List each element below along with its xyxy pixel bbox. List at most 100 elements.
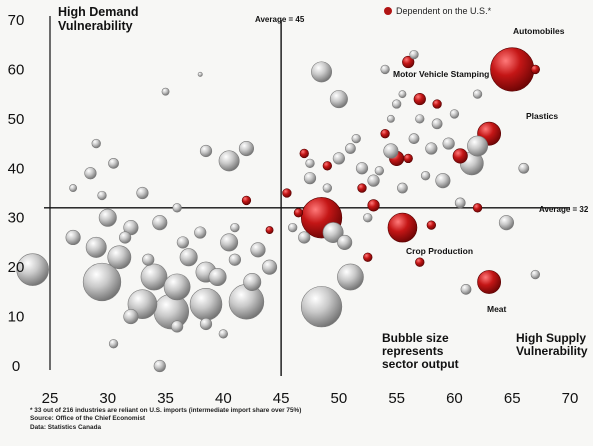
bubble <box>16 253 49 286</box>
footnote-industries: * 33 out of 216 industries are reliant o… <box>30 407 302 414</box>
bubble-dependent <box>530 64 540 75</box>
bubble <box>262 259 278 275</box>
bubble <box>305 158 315 168</box>
bubble <box>199 144 213 158</box>
bubble <box>238 140 254 157</box>
bubble <box>163 273 191 301</box>
bubble <box>454 197 466 209</box>
legend: Dependent on the U.S.* <box>384 6 491 16</box>
bubble <box>123 309 139 325</box>
bubble <box>355 162 369 175</box>
bubble-dependent <box>432 99 442 109</box>
x-tick-label: 35 <box>157 390 174 407</box>
bubble <box>383 143 399 159</box>
point-label-motor-vehicle-stamping: Motor Vehicle Stamping <box>393 69 490 79</box>
bubble <box>218 329 228 339</box>
bubble <box>380 64 390 75</box>
bubble <box>119 231 132 244</box>
bubble <box>435 173 451 189</box>
bubble <box>518 162 530 174</box>
bubble <box>425 142 438 155</box>
bubble <box>108 339 119 349</box>
bubble <box>442 137 455 150</box>
bubble <box>322 183 332 193</box>
bubble <box>288 222 298 233</box>
bubble <box>337 263 364 291</box>
bubble <box>498 215 514 231</box>
bubble <box>91 138 101 149</box>
bubble <box>460 284 472 295</box>
y-tick-label: 40 <box>8 160 25 177</box>
bubble <box>199 317 213 331</box>
bubble <box>189 287 223 321</box>
x-tick-label: 25 <box>42 390 59 407</box>
bubble <box>153 359 166 373</box>
bubble-dependent <box>380 129 390 139</box>
footnote: * 33 out of 216 industries are reliant o… <box>30 407 301 432</box>
bubble <box>85 236 107 258</box>
bubble-size-note: Bubble size represents sector output <box>382 331 459 371</box>
bubble <box>337 234 353 250</box>
bubble-motor-vehicle-stamping <box>402 55 415 69</box>
bubble <box>153 293 190 330</box>
x-tick-label: 30 <box>99 390 116 407</box>
bubble-dependent <box>293 208 304 218</box>
high-demand-label: High Demand Vulnerability <box>58 5 139 33</box>
avg-horizontal-label: Average = 32 <box>539 205 589 214</box>
bubble <box>431 118 443 130</box>
bubble <box>82 262 122 302</box>
high-supply-label: High Supply Vulnerability <box>516 331 588 358</box>
x-tick-label: 40 <box>215 390 232 407</box>
bubble <box>97 190 107 201</box>
point-label-meat: Meat <box>487 304 507 314</box>
bubble <box>415 114 425 124</box>
bubble <box>142 253 155 266</box>
bubble <box>108 157 119 169</box>
x-tick-label: 50 <box>331 390 348 407</box>
bubble <box>345 143 356 154</box>
y-tick-label: 60 <box>8 61 25 78</box>
x-tick-label: 45 <box>273 390 290 407</box>
bubble <box>69 184 78 192</box>
bubble <box>171 320 184 333</box>
bubble <box>179 248 198 267</box>
bubble <box>311 61 333 83</box>
avg-vertical-label: Average = 45 <box>255 15 305 24</box>
bubble <box>228 284 265 320</box>
bubble-dependent <box>299 148 309 159</box>
bubble-meat <box>477 270 502 294</box>
bubble <box>530 269 540 280</box>
bubble <box>409 49 419 60</box>
bubble-automobiles <box>490 47 535 92</box>
y-tick-label: 50 <box>8 111 25 128</box>
bubble <box>420 171 431 181</box>
bubble <box>397 182 408 194</box>
bubble <box>250 242 266 258</box>
bubble <box>107 245 132 270</box>
bubble-dependent <box>452 148 468 164</box>
bubble-dependent <box>322 161 332 171</box>
axes: 25 30 35 40 45 50 55 60 65 70 0 10 20 30 40 50 60 70 <box>8 12 579 407</box>
point-label-automobiles: Automobiles <box>513 26 565 36</box>
bubble <box>218 150 240 172</box>
bubble <box>386 114 395 123</box>
bubble <box>298 231 311 244</box>
bubble <box>374 166 384 176</box>
bubble <box>329 90 348 109</box>
bubble-dependent <box>415 257 425 267</box>
bubble <box>84 167 97 180</box>
bubble <box>136 186 149 200</box>
bubbles <box>16 47 540 373</box>
y-tick-label: 30 <box>8 210 25 227</box>
y-tick-label: 70 <box>8 12 25 29</box>
legend-label: Dependent on the U.S.* <box>396 6 492 16</box>
bubble <box>300 286 343 328</box>
bubble <box>197 71 203 77</box>
bubble <box>176 236 189 249</box>
bubble <box>230 222 240 233</box>
bubble <box>408 133 420 145</box>
x-tick-label: 70 <box>562 390 579 407</box>
bubble <box>367 174 380 187</box>
bubble <box>351 133 361 144</box>
